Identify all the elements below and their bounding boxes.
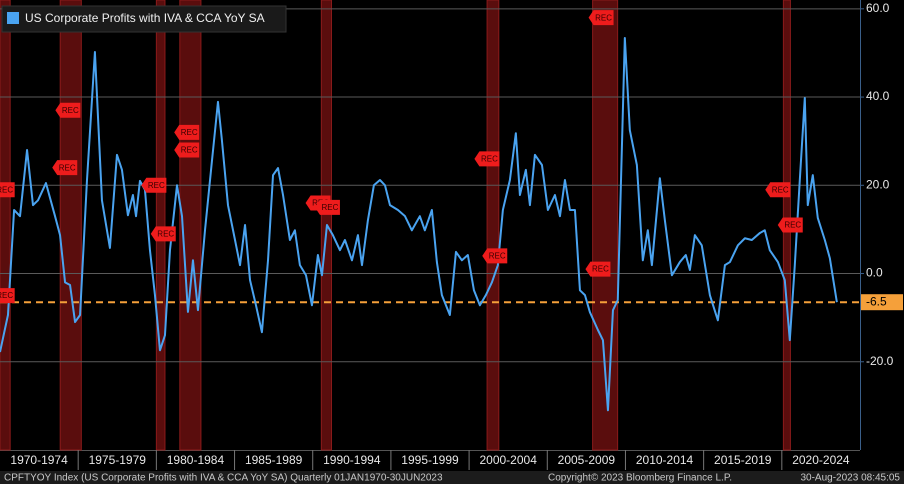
rec-flag-label: REC	[481, 154, 498, 163]
x-tick-label: 2010-2014	[636, 453, 694, 467]
rec-flag-shape	[314, 199, 340, 215]
rec-flag: REC	[777, 217, 803, 233]
rec-flag: REC	[174, 142, 200, 158]
x-tick-label: 1990-1994	[323, 453, 381, 467]
recession-band	[0, 0, 11, 451]
plot-layer: REC REC REC REC REC REC REC REC REC REC REC REC REC R…	[0, 0, 860, 451]
rec-flag: REC	[765, 182, 791, 198]
rec-flag: REC	[482, 248, 508, 264]
rec-flag-shape	[482, 248, 508, 264]
rec-flag-label: REC	[489, 251, 506, 260]
recession-band	[179, 0, 202, 451]
x-tick-label: 2000-2004	[479, 453, 537, 467]
footer-bar	[0, 471, 904, 484]
footer-center: Copyright© 2023 Bloomberg Finance L.P.	[548, 473, 732, 484]
rec-flag-label: REC	[772, 185, 789, 194]
rec-flag-label: REC	[0, 291, 13, 300]
last-value-box	[861, 294, 903, 311]
x-tick-label: 1995-1999	[401, 453, 459, 467]
y-tick-label: 20.0	[866, 177, 890, 191]
rec-flag-label: REC	[321, 203, 338, 212]
footer-left: CPFTYOY Index (US Corporate Profits with…	[4, 473, 443, 484]
legend: US Corporate Profits with IVA & CCA YoY …	[1, 5, 287, 33]
rec-flag: REC	[314, 199, 340, 215]
rec-flag-label: REC	[784, 221, 801, 230]
legend-box	[1, 5, 287, 33]
rec-flag: REC	[585, 261, 611, 277]
x-tick-label: 2005-2009	[558, 453, 616, 467]
legend-swatch	[7, 12, 19, 24]
y-tick-label: 0.0	[866, 266, 883, 280]
x-tick-label: 1970-1974	[10, 453, 68, 467]
rec-flag-label: REC	[181, 128, 198, 137]
rec-flag: REC	[0, 182, 15, 198]
rec-flag-shape	[585, 261, 611, 277]
rec-flag-label: REC	[148, 181, 165, 190]
rec-flag: REC	[0, 288, 15, 304]
rec-flag-label: REC	[181, 146, 198, 155]
y-tick-label: 40.0	[866, 89, 890, 103]
last-value-label: -6.5	[866, 294, 887, 308]
x-tick-label: 1980-1984	[167, 453, 225, 467]
rec-flag-shape	[52, 160, 78, 176]
rec-flag-shape	[0, 182, 15, 198]
rec-flag-shape	[0, 288, 15, 304]
rec-flag-label: REC	[595, 13, 612, 22]
rec-flag: REC	[52, 160, 78, 176]
recession-band	[155, 0, 166, 451]
x-tick-label: 2015-2019	[714, 453, 772, 467]
y-tick-label: 60.0	[866, 1, 890, 15]
rec-flag-label: REC	[59, 163, 76, 172]
rec-flag-shape	[150, 226, 176, 242]
rec-flag-shape	[777, 217, 803, 233]
rec-flag-label: REC	[592, 265, 609, 274]
rec-flag-label: REC	[62, 106, 79, 115]
rec-flag-label: REC	[0, 185, 13, 194]
legend-label: US Corporate Profits with IVA & CCA YoY …	[25, 11, 265, 25]
rec-flag: REC	[474, 151, 500, 167]
rec-flag-shape	[141, 177, 167, 193]
footer-right: 30-Aug-2023 08:45:05	[800, 473, 900, 484]
rec-flag: REC	[174, 124, 200, 140]
rec-flag-shape	[174, 124, 200, 140]
rec-flag: REC	[55, 102, 81, 118]
rec-flag: REC	[588, 10, 614, 26]
rec-flag-label: REC	[157, 229, 174, 238]
rec-flag-shape	[474, 151, 500, 167]
y-tick-label: -20.0	[866, 354, 894, 368]
recession-band	[59, 0, 82, 451]
rec-flag: REC	[150, 226, 176, 242]
x-tick-label: 2020-2024	[792, 453, 850, 467]
rec-flag-shape	[174, 142, 200, 158]
rec-flag-shape	[55, 102, 81, 118]
rec-flag-shape	[765, 182, 791, 198]
x-tick-label: 1985-1989	[245, 453, 303, 467]
rec-flag-shape	[588, 10, 614, 26]
x-tick-label: 1975-1979	[89, 453, 147, 467]
recession-band	[486, 0, 500, 451]
rec-flag: REC	[141, 177, 167, 193]
